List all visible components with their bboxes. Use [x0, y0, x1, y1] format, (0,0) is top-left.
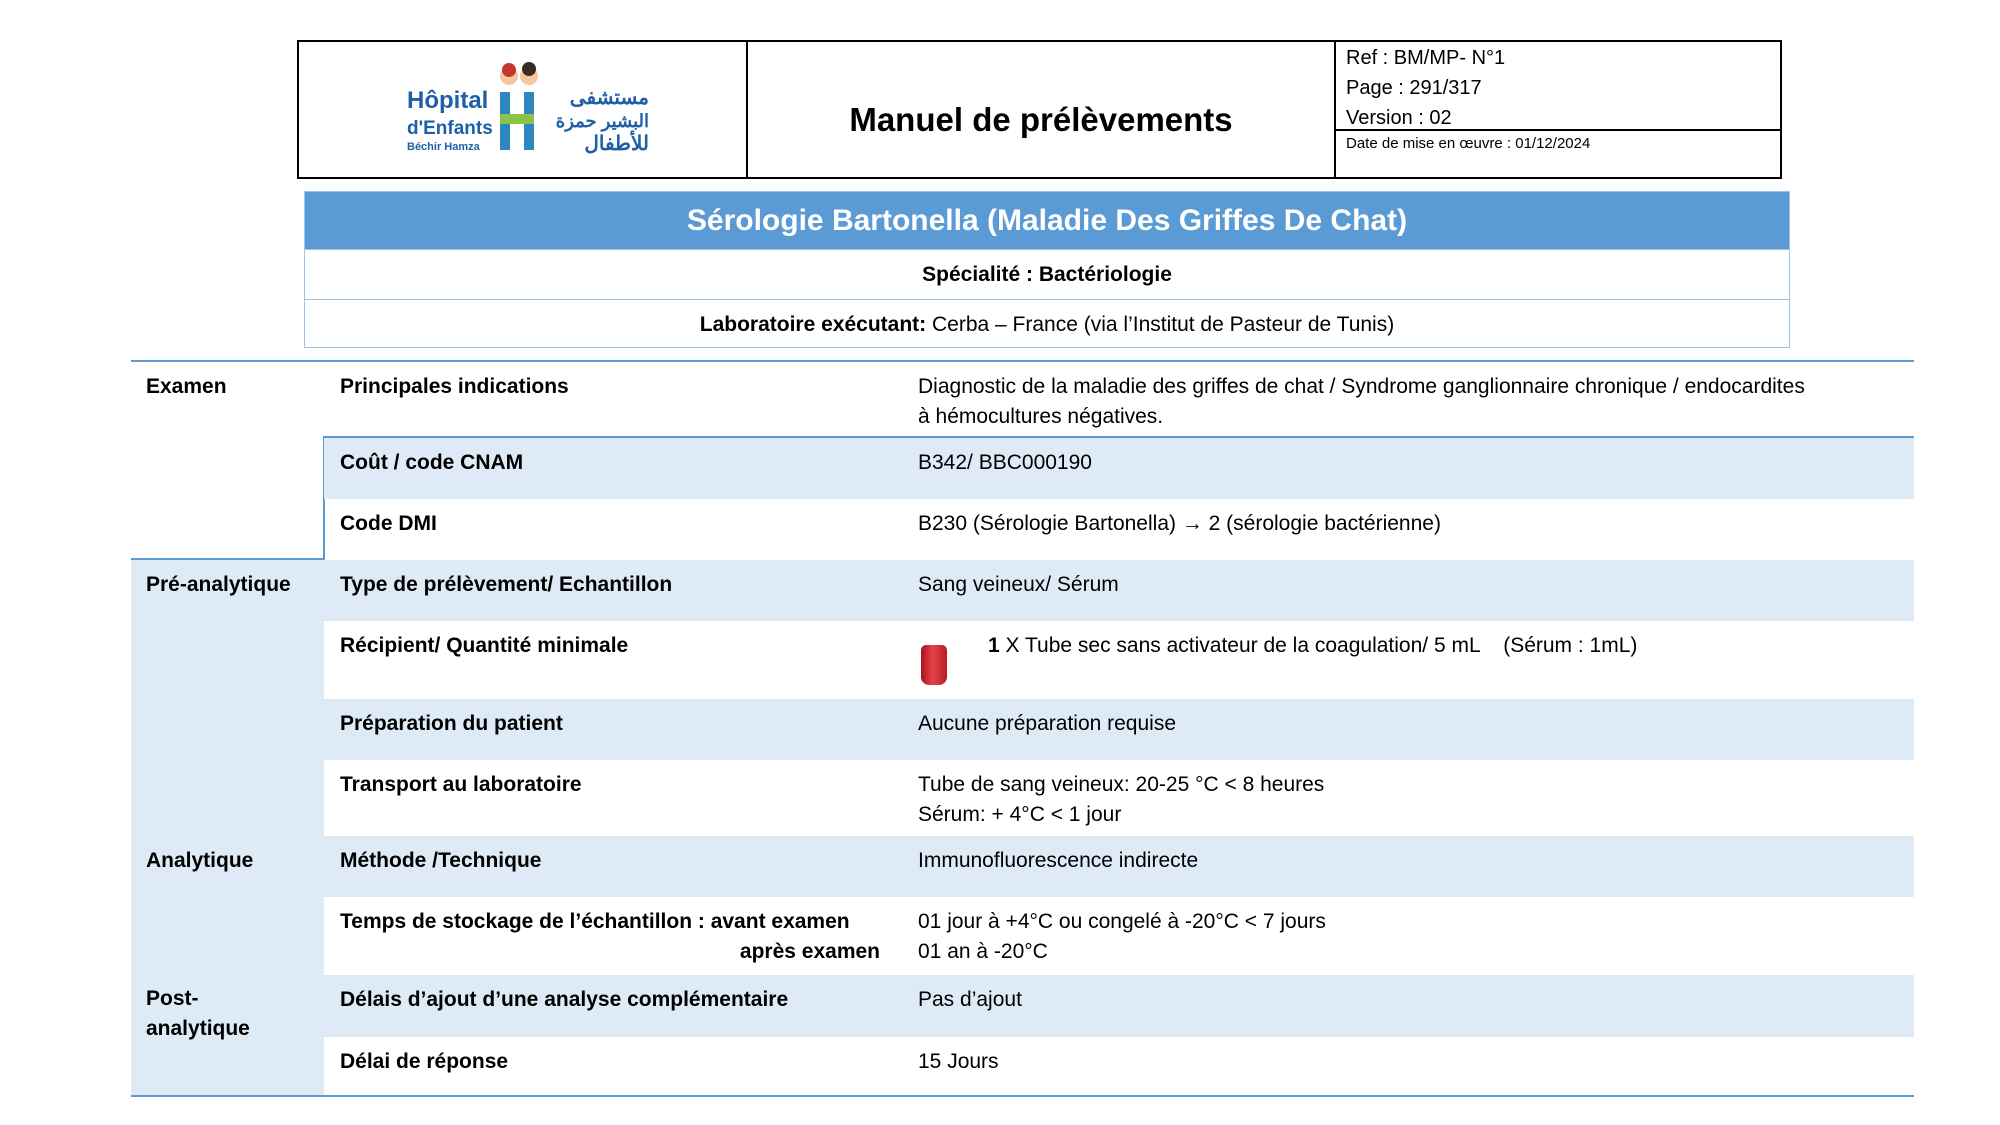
hospital-logo: Hôpital d'Enfants Béchir Hamza مستشفى ال…: [407, 62, 649, 155]
specialty: Spécialité : Bactériologie: [305, 249, 1789, 299]
manual-title-cell: Manuel de prélèvements: [748, 42, 1336, 177]
effective-date: Date de mise en œuvre : 01/12/2024: [1346, 135, 1591, 152]
logo-cell: Hôpital d'Enfants Béchir Hamza مستشفى ال…: [299, 42, 748, 177]
svg-text:للأطفال: للأطفال: [584, 130, 649, 155]
executing-lab: Laboratoire exécutant: Cerba – France (v…: [305, 299, 1789, 349]
section-column-bg: [131, 558, 324, 1095]
table-row: Préparation du patient Aucune préparatio…: [324, 699, 1914, 760]
row-value: Sang veineux/ Sérum: [918, 573, 1119, 596]
row-label: Coût / code CNAM: [340, 451, 524, 474]
section-post-analytique: Post-analytique: [146, 987, 250, 1040]
row-value: Immunofluorescence indirecte: [918, 849, 1199, 872]
exam-title: Sérologie Bartonella (Maladie Des Griffe…: [305, 192, 1789, 249]
row-label: Délai de réponse: [340, 1050, 509, 1073]
table-row: Coût / code CNAM B342/ BBC000190: [324, 438, 1914, 499]
exam-title-block: Sérologie Bartonella (Maladie Des Griffe…: [304, 191, 1790, 348]
row-label: Récipient/ Quantité minimale: [340, 634, 629, 657]
row-label: Principales indications: [340, 375, 569, 398]
table-row: Récipient/ Quantité minimale 1 X Tube se…: [324, 621, 1914, 699]
row-label: Transport au laboratoire: [340, 773, 582, 796]
svg-text:Hôpital: Hôpital: [407, 87, 488, 114]
red-tube-icon: [921, 645, 947, 685]
table-row: Code DMI B230 (Sérologie Bartonella) → 2…: [324, 499, 1914, 560]
table-row: Transport au laboratoire Tube de sang ve…: [324, 760, 1914, 836]
row-label: Méthode /Technique: [340, 849, 542, 872]
section-analytique: Analytique: [146, 849, 254, 872]
row-value: Tube de sang veineux: 20-25 °C < 8 heure…: [918, 773, 1325, 826]
divider: [324, 436, 1914, 438]
row-value: Pas d’ajout: [918, 988, 1022, 1011]
row-label: Code DMI: [340, 512, 437, 535]
row-value: 01 jour à +4°C ou congelé à -20°C < 7 jo…: [918, 910, 1326, 963]
row-value: Diagnostic de la maladie des griffes de …: [918, 375, 1805, 428]
page-number: Page : 291/317: [1346, 77, 1482, 99]
section-pre-analytique: Pré-analytique: [146, 573, 291, 596]
table-row: Délais d’ajout d’une analyse complémenta…: [324, 975, 1914, 1037]
specialty-text: Spécialité : Bactériologie: [922, 262, 1172, 286]
row-label: Type de prélèvement/ Echantillon: [340, 573, 673, 596]
divider: [131, 558, 324, 560]
table-row: Type de prélèvement/ Echantillon Sang ve…: [324, 560, 1914, 621]
section-examen: Examen: [146, 375, 227, 398]
svg-text:مستشفى: مستشفى: [570, 87, 649, 109]
document-header: Hôpital d'Enfants Béchir Hamza مستشفى ال…: [297, 40, 1782, 179]
version: Version : 02: [1346, 107, 1452, 129]
table-row: Méthode /Technique Immunofluorescence in…: [324, 836, 1914, 897]
row-label: Préparation du patient: [340, 712, 563, 735]
table-row: Temps de stockage de l’échantillon : ava…: [324, 897, 1914, 975]
exam-details-table: Examen Pré-analytique Analytique Post-an…: [131, 360, 1914, 1097]
row-label: Délais d’ajout d’une analyse complémenta…: [340, 988, 789, 1011]
svg-text:d'Enfants: d'Enfants: [407, 118, 493, 139]
lab-label: Laboratoire exécutant:: [699, 312, 927, 336]
svg-text:Béchir Hamza: Béchir Hamza: [407, 141, 481, 153]
row-value: B230 (Sérologie Bartonella) → 2 (sérolog…: [918, 512, 1441, 535]
lab-value: Cerba – France (via l’Institut de Pasteu…: [926, 312, 1395, 336]
table-row: Délai de réponse 15 Jours: [324, 1037, 1914, 1097]
ref-number: Ref : BM/MP- N°1: [1346, 47, 1506, 69]
row-value: Aucune préparation requise: [918, 712, 1177, 735]
svg-text:البشير حمزة: البشير حمزة: [556, 111, 649, 132]
row-label: Temps de stockage de l’échantillon : ava…: [340, 910, 880, 963]
row-value: 1 X Tube sec sans activateur de la coagu…: [988, 634, 1638, 657]
table-row: Principales indications Diagnostic de la…: [324, 362, 1914, 436]
row-value: B342/ BBC000190: [918, 451, 1092, 474]
manual-title: Manuel de prélèvements: [849, 100, 1233, 138]
reference-cell: Ref : BM/MP- N°1 Page : 291/317 Version …: [1336, 42, 1780, 177]
row-value: 15 Jours: [918, 1050, 999, 1073]
